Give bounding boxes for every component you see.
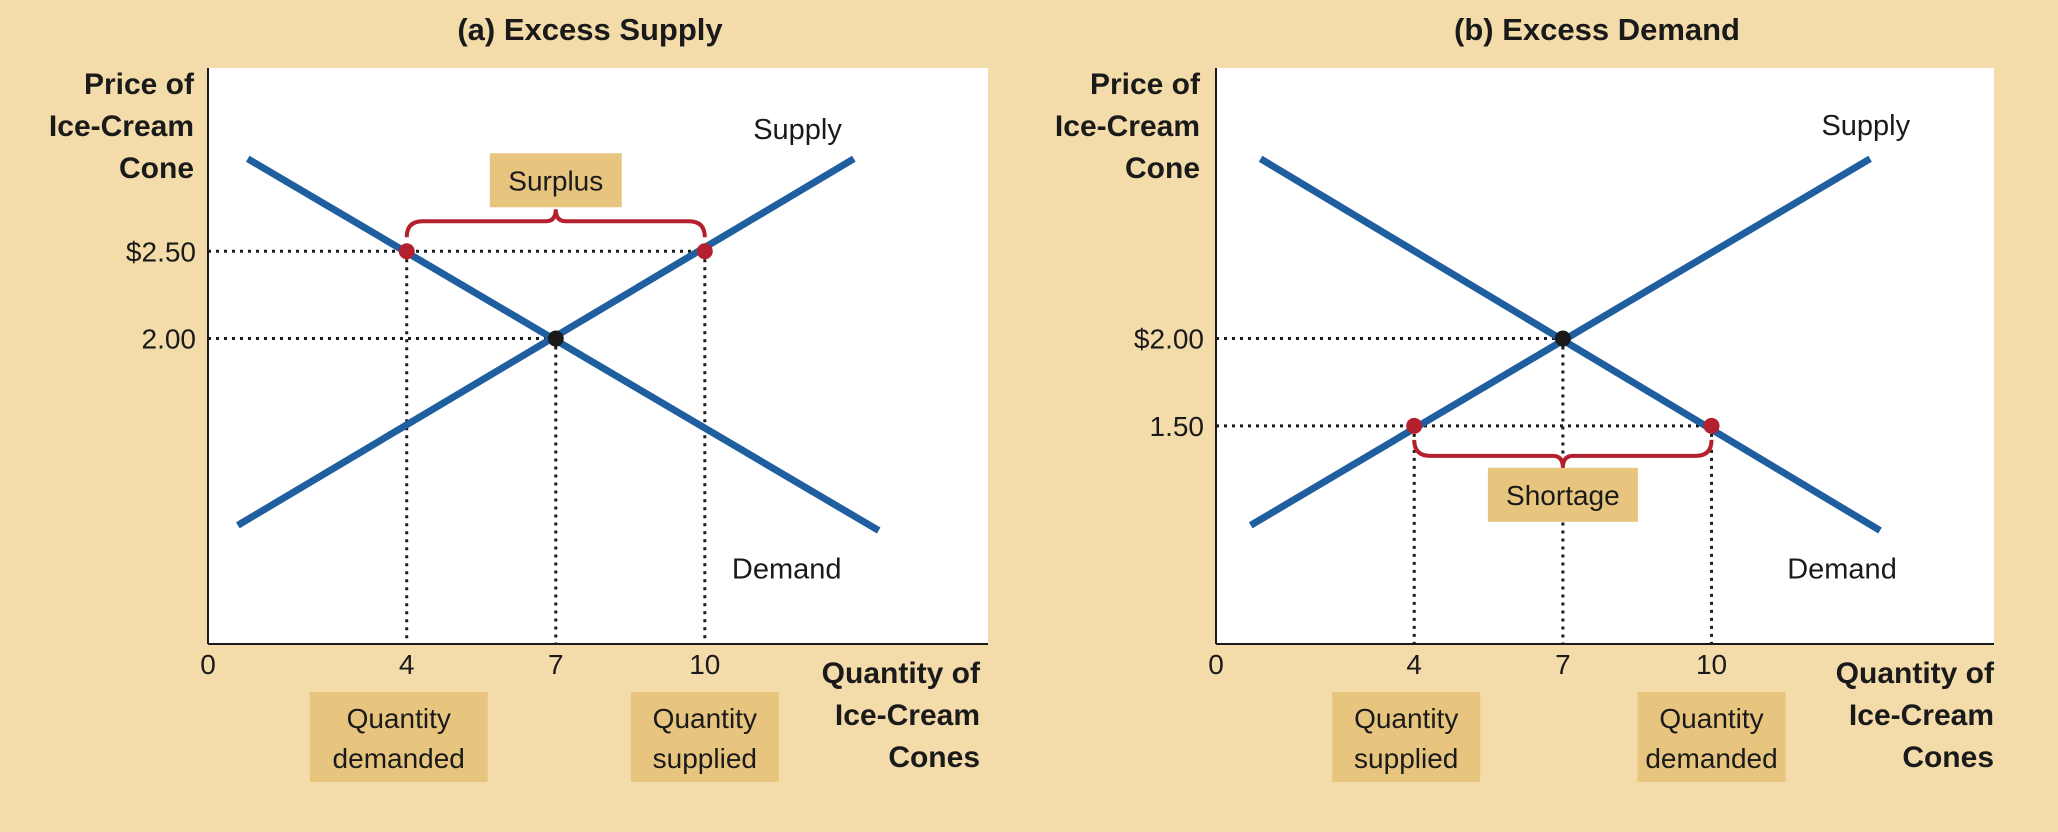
y-axis-label-line-0-0: Price of xyxy=(84,68,195,101)
qty-box-text-1-1-1: demanded xyxy=(1645,743,1777,774)
gap-brace-1 xyxy=(1412,439,1714,468)
qty-box-text-1-0-1: supplied xyxy=(1354,743,1458,774)
highlight-point-0-1 xyxy=(696,243,713,260)
qty-box-1-0 xyxy=(1332,692,1481,782)
x-tick-label-1-0: 0 xyxy=(1208,649,1224,680)
x-tick-label-0-1: 4 xyxy=(399,649,415,680)
qty-box-text-0-1-1: supplied xyxy=(653,743,757,774)
highlight-point-1-0 xyxy=(1406,417,1423,434)
supply-curve-label-1: Supply xyxy=(1821,110,1910,142)
qty-box-text-1-1-0: Quantity xyxy=(1659,703,1763,734)
x-axis-label-line-0-1: Ice-Cream xyxy=(835,699,980,732)
qty-box-text-0-0-1: demanded xyxy=(333,743,465,774)
gap-brace-0 xyxy=(404,209,707,238)
chart-title-1: (b) Excess Demand xyxy=(1454,12,1740,47)
y-axis-label-line-1-1: Ice-Cream xyxy=(1055,110,1200,143)
x-axis-label-line-0-0: Quantity of xyxy=(822,657,981,690)
supply-curve-0 xyxy=(236,155,856,529)
y-axis-label-line-0-1: Ice-Cream xyxy=(49,110,194,143)
demand-curve-label-0: Demand xyxy=(732,554,842,586)
x-axis-label-line-1-1: Ice-Cream xyxy=(1849,699,1994,732)
qty-box-text-0-1-0: Quantity xyxy=(653,703,757,734)
x-tick-label-1-2: 7 xyxy=(1555,649,1571,680)
supply-curve-label-0: Supply xyxy=(753,114,842,146)
qty-box-text-1-0-0: Quantity xyxy=(1354,703,1458,734)
qty-box-text-0-0-0: Quantity xyxy=(347,703,451,734)
gap-label-1: Shortage xyxy=(1506,480,1620,511)
qty-box-1-1 xyxy=(1637,692,1786,782)
equilibrium-point-1 xyxy=(1554,330,1571,347)
x-axis-label-line-1-0: Quantity of xyxy=(1836,657,1995,690)
gap-label-box-0 xyxy=(489,153,622,208)
x-tick-label-1-3: 10 xyxy=(1696,649,1727,680)
y-tick-label-1-0: $2.00 xyxy=(1134,324,1204,355)
x-tick-label-0-3: 10 xyxy=(689,649,720,680)
y-tick-label-1-1: 1.50 xyxy=(1150,411,1205,442)
gap-label-box-1 xyxy=(1487,467,1638,522)
gap-label-0: Surplus xyxy=(508,165,603,196)
qty-box-0-1 xyxy=(630,692,779,782)
y-axis-label-line-0-2: Cone xyxy=(119,152,194,185)
x-tick-label-0-0: 0 xyxy=(200,649,216,680)
y-axis-label-line-1-2: Cone xyxy=(1125,152,1200,185)
highlight-point-0-0 xyxy=(398,243,415,260)
y-tick-label-0-1: 2.00 xyxy=(142,324,197,355)
demand-curve-0 xyxy=(245,155,881,534)
x-tick-label-0-2: 7 xyxy=(548,649,564,680)
highlight-point-1-1 xyxy=(1703,417,1720,434)
chart-title-0: (a) Excess Supply xyxy=(457,12,723,47)
equilibrium-point-0 xyxy=(547,330,564,347)
x-tick-label-1-1: 4 xyxy=(1406,649,1422,680)
qty-box-0-0 xyxy=(309,692,488,782)
demand-curve-1 xyxy=(1258,155,1882,534)
x-axis-label-line-0-2: Cones xyxy=(888,741,980,774)
y-tick-label-0-0: $2.50 xyxy=(126,236,196,267)
y-axis-label-line-1-0: Price of xyxy=(1090,68,1201,101)
demand-curve-label-1: Demand xyxy=(1787,554,1897,586)
x-axis-label-line-1-2: Cones xyxy=(1902,741,1994,774)
